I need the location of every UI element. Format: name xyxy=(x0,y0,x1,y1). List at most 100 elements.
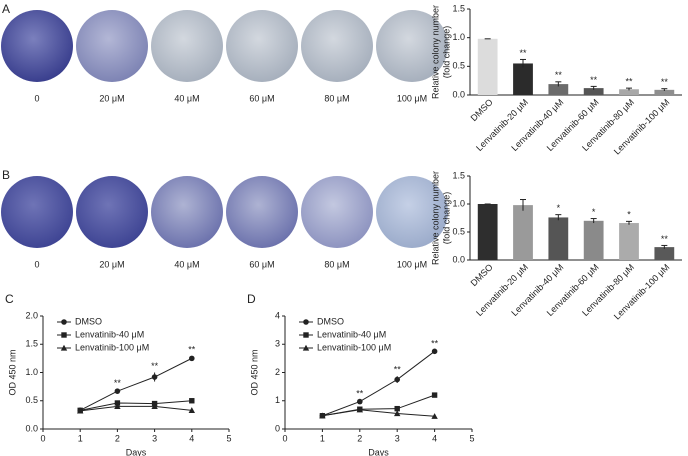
colony-image xyxy=(76,176,148,248)
panel-label: A xyxy=(2,2,10,16)
image-label: 100 μM xyxy=(397,93,427,103)
y-tick-label: 0.5 xyxy=(25,395,38,405)
significance: * xyxy=(592,207,596,217)
x-axis-label: Days xyxy=(126,447,147,456)
significance: ** xyxy=(661,234,669,244)
image-label: 100 μM xyxy=(397,259,427,269)
y-tick-label: 2 xyxy=(275,367,280,377)
bar xyxy=(513,205,533,260)
y-tick-label: 1.0 xyxy=(25,367,38,377)
legend-marker xyxy=(61,332,67,338)
point xyxy=(189,398,195,404)
image-label: 0 xyxy=(34,259,39,269)
point xyxy=(431,392,438,398)
point xyxy=(319,412,326,419)
x-tick-label: 0 xyxy=(40,433,45,443)
colony-image xyxy=(1,10,73,82)
x-tick-label: 4 xyxy=(189,433,194,443)
point xyxy=(114,388,121,394)
significance: ** xyxy=(555,70,563,80)
colony-image xyxy=(301,176,373,248)
image-label: 0 xyxy=(34,93,39,103)
bar xyxy=(654,247,675,260)
significance: ** xyxy=(188,344,196,354)
bar xyxy=(619,89,639,95)
y-tick-label: 1.0 xyxy=(452,32,465,42)
bar xyxy=(513,63,533,95)
legend-label: DMSO xyxy=(317,316,344,326)
bar xyxy=(477,38,498,95)
point xyxy=(394,376,401,383)
series-line xyxy=(80,405,192,412)
colony-image xyxy=(226,10,298,82)
colony-images-b xyxy=(1,176,448,248)
y-tick-label: 1.5 xyxy=(452,3,465,13)
y-tick-label: 4 xyxy=(275,310,280,320)
x-tick-label: DMSO xyxy=(469,262,495,288)
series-line xyxy=(79,357,193,411)
point xyxy=(114,403,121,409)
y-axis-label: OD 450 nm xyxy=(7,349,17,395)
panel-label: C xyxy=(5,292,14,306)
colony-image xyxy=(376,10,448,82)
legend-marker xyxy=(303,319,309,325)
bar xyxy=(583,88,604,95)
x-tick-label: 4 xyxy=(432,433,437,443)
colony-image xyxy=(76,10,148,82)
image-label: 40 μM xyxy=(174,93,199,103)
point xyxy=(188,407,195,413)
image-label: 20 μM xyxy=(99,259,124,269)
point xyxy=(77,407,84,414)
x-tick-label: 1 xyxy=(78,433,83,443)
point xyxy=(114,400,121,406)
x-tick-label: 2 xyxy=(357,433,362,443)
bar xyxy=(654,89,675,95)
significance: * xyxy=(557,203,561,213)
point xyxy=(151,403,158,409)
image-label: 40 μM xyxy=(174,259,199,269)
legend-label: Lenvatinib-40 μM xyxy=(75,329,144,339)
legend-label: Lenvatinib-100 μM xyxy=(75,342,149,352)
bar xyxy=(619,223,639,260)
colony-image xyxy=(151,10,223,82)
image-label: 80 μM xyxy=(324,259,349,269)
y-axis-label: (fold change) xyxy=(441,26,451,79)
y-tick-label: 0.5 xyxy=(452,226,465,236)
bar xyxy=(477,204,498,260)
series-line xyxy=(322,350,435,417)
y-axis-label: Relative colony number xyxy=(430,5,440,99)
legend-marker xyxy=(60,344,68,351)
y-tick-label: 1 xyxy=(275,395,280,405)
colony-image xyxy=(226,176,298,248)
y-tick-label: 0.0 xyxy=(452,254,465,264)
panel-label: B xyxy=(2,168,10,182)
image-label: 60 μM xyxy=(249,259,274,269)
y-axis-label: (fold change) xyxy=(441,192,451,245)
x-tick-label: 3 xyxy=(395,433,400,443)
x-axis-label: Days xyxy=(368,447,389,456)
colony-image xyxy=(1,176,73,248)
x-tick-label: 5 xyxy=(226,433,231,443)
legend-marker xyxy=(303,332,309,338)
legend-label: Lenvatinib-100 μM xyxy=(317,342,391,352)
y-tick-label: 1.5 xyxy=(25,339,38,349)
y-tick-label: 1.0 xyxy=(452,198,465,208)
colony-image xyxy=(301,10,373,82)
y-tick-label: 0.0 xyxy=(25,423,38,433)
image-label: 60 μM xyxy=(249,93,274,103)
y-axis-label: Relative colony number xyxy=(430,171,440,265)
x-tick-label: 3 xyxy=(152,433,157,443)
significance: * xyxy=(627,210,631,220)
legend-label: Lenvatinib-40 μM xyxy=(317,329,386,339)
bar xyxy=(548,217,569,260)
image-label: 20 μM xyxy=(99,93,124,103)
significance: ** xyxy=(114,378,122,388)
x-tick-label: 0 xyxy=(282,433,287,443)
x-tick-label: 1 xyxy=(320,433,325,443)
point xyxy=(356,406,363,413)
colony-images-a xyxy=(1,10,448,82)
legend-marker xyxy=(61,319,67,325)
legend-marker xyxy=(302,344,310,351)
bar xyxy=(583,220,604,260)
